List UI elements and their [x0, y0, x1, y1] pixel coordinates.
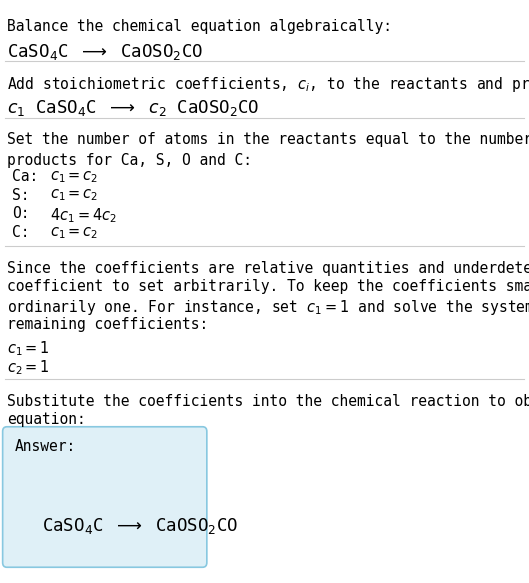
- Text: $4 c_1 = 4 c_2$: $4 c_1 = 4 c_2$: [50, 206, 117, 225]
- Text: Substitute the coefficients into the chemical reaction to obtain the balanced: Substitute the coefficients into the che…: [7, 394, 529, 409]
- Text: Answer:: Answer:: [15, 439, 76, 454]
- Text: Add stoichiometric coefficients, $c_i$, to the reactants and products:: Add stoichiometric coefficients, $c_i$, …: [7, 75, 529, 94]
- Text: $c_1 = c_2$: $c_1 = c_2$: [50, 169, 98, 185]
- Text: coefficient to set arbitrarily. To keep the coefficients small, the arbitrary va: coefficient to set arbitrarily. To keep …: [7, 279, 529, 294]
- Text: CaSO$_4$C $\longrightarrow$ CaOSO$_2$CO: CaSO$_4$C $\longrightarrow$ CaOSO$_2$CO: [7, 42, 203, 62]
- Text: remaining coefficients:: remaining coefficients:: [7, 317, 208, 332]
- Text: Ca:: Ca:: [12, 169, 39, 184]
- Text: $c_1 = c_2$: $c_1 = c_2$: [50, 188, 98, 203]
- Text: $c_1 = c_2$: $c_1 = c_2$: [50, 225, 98, 241]
- Text: ordinarily one. For instance, set $c_1 = 1$ and solve the system of equations fo: ordinarily one. For instance, set $c_1 =…: [7, 298, 529, 317]
- Text: $c_1 = 1$: $c_1 = 1$: [7, 339, 50, 358]
- FancyBboxPatch shape: [3, 427, 207, 567]
- Text: $c_1$ CaSO$_4$C $\longrightarrow$ $c_2$ CaOSO$_2$CO: $c_1$ CaSO$_4$C $\longrightarrow$ $c_2$ …: [7, 98, 259, 118]
- Text: Set the number of atoms in the reactants equal to the number of atoms in the: Set the number of atoms in the reactants…: [7, 132, 529, 147]
- Text: Since the coefficients are relative quantities and underdetermined, choose a: Since the coefficients are relative quan…: [7, 261, 529, 276]
- Text: CaSO$_4$C $\longrightarrow$ CaOSO$_2$CO: CaSO$_4$C $\longrightarrow$ CaOSO$_2$CO: [42, 516, 238, 536]
- Text: equation:: equation:: [7, 412, 86, 427]
- Text: $c_2 = 1$: $c_2 = 1$: [7, 358, 50, 377]
- Text: O:: O:: [12, 206, 30, 222]
- Text: C:: C:: [12, 225, 30, 240]
- Text: S:: S:: [12, 188, 30, 203]
- Text: Balance the chemical equation algebraically:: Balance the chemical equation algebraica…: [7, 19, 392, 34]
- Text: products for Ca, S, O and C:: products for Ca, S, O and C:: [7, 153, 252, 168]
